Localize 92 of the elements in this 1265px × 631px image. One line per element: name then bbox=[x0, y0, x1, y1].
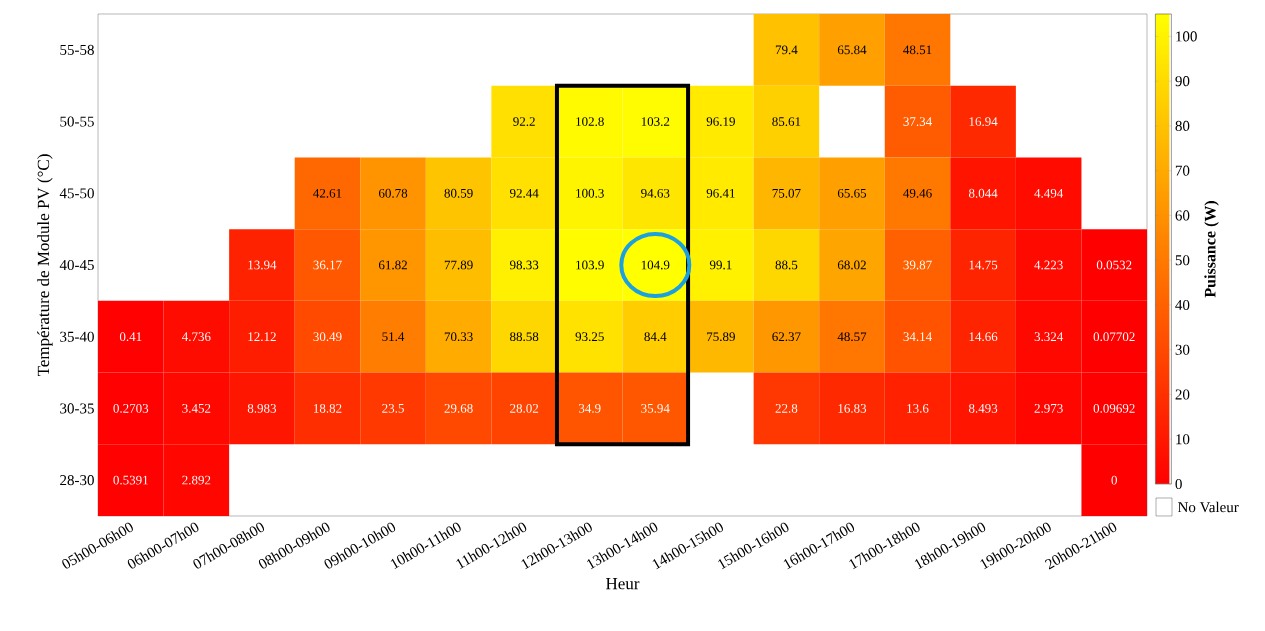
data-label: 23.5 bbox=[382, 404, 404, 413]
y-tick-label: 35-40 bbox=[60, 331, 94, 342]
data-label: 14.75 bbox=[969, 260, 998, 270]
data-label: 49.46 bbox=[903, 188, 932, 198]
data-label: 65.84 bbox=[837, 45, 867, 55]
data-label: 28.02 bbox=[510, 404, 539, 413]
x-axis-title: Heur bbox=[606, 578, 640, 590]
data-label: 4.736 bbox=[181, 332, 211, 342]
data-label: 99.1 bbox=[709, 260, 732, 270]
data-label: 94.63 bbox=[641, 188, 670, 198]
data-label: 3.324 bbox=[1034, 332, 1064, 342]
y-tick-label: 40-45 bbox=[59, 259, 94, 271]
data-label: 84.4 bbox=[644, 332, 667, 342]
color-bar-label: 30 bbox=[1175, 344, 1190, 355]
data-label: 8.044 bbox=[968, 188, 998, 198]
data-label: 93.25 bbox=[575, 332, 604, 342]
data-label: 75.89 bbox=[707, 332, 735, 342]
data-label: 0.41 bbox=[119, 332, 142, 342]
color-bar-label: 70 bbox=[1175, 165, 1190, 176]
data-label: 0.0532 bbox=[1096, 260, 1132, 270]
data-label: 102.8 bbox=[576, 117, 604, 126]
color-bar-label: 10 bbox=[1176, 434, 1190, 445]
data-label: 51.4 bbox=[382, 332, 405, 342]
color-bar-label: 100 bbox=[1176, 31, 1197, 42]
data-label: 2.973 bbox=[1034, 404, 1063, 413]
y-tick-label: 30-35 bbox=[60, 403, 94, 414]
data-label: 0 bbox=[1111, 475, 1117, 485]
color-bar-label: 50 bbox=[1175, 255, 1190, 266]
color-bar-title: Puissance (W) bbox=[1204, 201, 1219, 298]
data-label: 42.61 bbox=[313, 188, 342, 198]
data-label: 80.59 bbox=[444, 188, 473, 198]
y-axis-title: Température de Module PV (°C) bbox=[37, 154, 53, 377]
data-label: 70.33 bbox=[444, 332, 473, 342]
y-tick-label: 45-50 bbox=[59, 188, 94, 199]
data-label: 4.494 bbox=[1034, 188, 1064, 198]
data-label: 37.34 bbox=[903, 117, 932, 126]
color-bar-label: 60 bbox=[1175, 210, 1190, 221]
data-label: 0.09692 bbox=[1093, 404, 1135, 413]
data-label: 12.12 bbox=[248, 332, 276, 342]
data-label: 0.07702 bbox=[1093, 332, 1135, 342]
y-tick-label: 55-58 bbox=[60, 44, 94, 55]
data-label: 16.83 bbox=[838, 404, 867, 413]
data-label: 65.65 bbox=[837, 188, 867, 198]
color-bar-label: 80 bbox=[1175, 120, 1190, 131]
data-label: 3.452 bbox=[182, 404, 211, 413]
color-bar-label: 90 bbox=[1175, 76, 1190, 87]
data-label: 30.49 bbox=[313, 332, 342, 342]
data-label: 34.14 bbox=[903, 332, 932, 342]
text: No Valeur bbox=[1177, 501, 1239, 513]
data-label: 16.94 bbox=[969, 117, 998, 126]
data-label: 48.57 bbox=[837, 332, 867, 342]
data-label: 79.4 bbox=[775, 45, 798, 55]
data-label: 88.5 bbox=[775, 260, 798, 270]
color-bar-label: 20 bbox=[1175, 389, 1190, 400]
color-bar-label: 40 bbox=[1175, 299, 1190, 310]
data-label: 13.6 bbox=[907, 404, 929, 413]
data-label: 104.9 bbox=[641, 260, 670, 270]
data-label: 62.37 bbox=[772, 332, 801, 342]
data-label: 29.68 bbox=[444, 404, 473, 413]
data-label: 8.493 bbox=[968, 404, 998, 413]
data-label: 92.2 bbox=[513, 117, 535, 126]
data-label: 35.94 bbox=[641, 404, 670, 413]
data-label: 60.78 bbox=[378, 188, 408, 198]
data-label: 0.2703 bbox=[113, 404, 149, 413]
data-label: 96.41 bbox=[706, 188, 735, 198]
data-label: 103.2 bbox=[641, 117, 670, 126]
data-label: 22.8 bbox=[775, 404, 798, 413]
data-label: 18.82 bbox=[314, 404, 342, 413]
data-label: 96.19 bbox=[706, 117, 735, 126]
data-label: 61.82 bbox=[378, 260, 407, 270]
data-label: 8.983 bbox=[247, 404, 277, 413]
color-bar-label: 0 bbox=[1175, 478, 1182, 490]
data-label: 85.61 bbox=[772, 117, 801, 126]
data-label: 75.07 bbox=[772, 188, 801, 198]
data-label: 48.51 bbox=[903, 45, 932, 55]
data-label: 39.87 bbox=[903, 260, 932, 270]
data-label: 68.02 bbox=[837, 260, 866, 270]
data-label: 2.892 bbox=[182, 475, 211, 485]
y-tick-label: 28-30 bbox=[60, 475, 94, 486]
data-label: 103.9 bbox=[576, 260, 604, 270]
data-label: 4.223 bbox=[1034, 260, 1063, 270]
data-label: 77.89 bbox=[444, 260, 473, 270]
data-label: 92.44 bbox=[509, 188, 539, 198]
data-label: 34.9 bbox=[578, 404, 601, 413]
data-label: 13.94 bbox=[248, 260, 277, 270]
y-tick-label: 50-55 bbox=[60, 116, 94, 127]
data-label: 36.17 bbox=[313, 260, 342, 270]
data-label: 14.66 bbox=[969, 332, 998, 342]
data-label: 98.33 bbox=[509, 260, 539, 270]
data-label: 88.58 bbox=[510, 332, 539, 342]
data-label: 100.3 bbox=[576, 188, 604, 198]
data-label: 0.5391 bbox=[113, 475, 148, 485]
